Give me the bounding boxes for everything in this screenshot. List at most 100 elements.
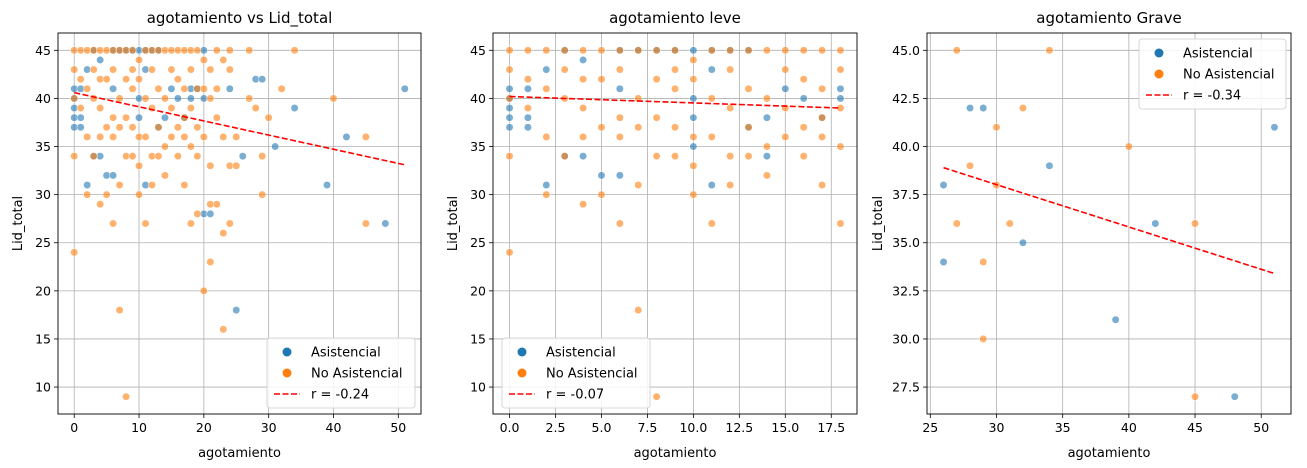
scatter-point [542, 190, 551, 199]
scatter-point [193, 209, 202, 218]
scatter-point [219, 229, 228, 238]
x-tick-label: 25 [922, 420, 938, 435]
scatter-point [109, 65, 118, 74]
scatter-point [979, 258, 988, 266]
scatter-point [652, 392, 661, 401]
series-no-asistencial [70, 46, 370, 401]
scatter-point [615, 84, 624, 93]
scatter-point [206, 65, 215, 74]
scatter-point [135, 55, 143, 64]
scatter-point [173, 94, 182, 103]
y-tick-label: 45.0 [892, 43, 920, 58]
scatter-point [505, 113, 514, 122]
scatter-point [1019, 104, 1027, 112]
scatter-point [836, 65, 845, 74]
scatter-point [135, 113, 143, 122]
x-tick-label: 10 [131, 420, 147, 435]
scatter-point [232, 161, 241, 170]
y-tick-label: 35 [470, 139, 486, 154]
scatter-point [1005, 219, 1014, 228]
scatter-point [102, 190, 111, 199]
scatter-point [173, 75, 182, 84]
x-tick-label: 5.0 [592, 420, 612, 435]
scatter-point [560, 152, 569, 161]
chart-title: agotamiento leve [609, 9, 741, 27]
x-tick-label: 2.5 [546, 420, 566, 435]
scatter-point [70, 248, 79, 257]
scatter-point [154, 123, 163, 132]
x-tick-label: 20 [196, 420, 212, 435]
x-tick-label: 50 [390, 420, 406, 435]
scatter-point [329, 94, 338, 103]
scatter-point [89, 152, 98, 161]
scatter-point [542, 181, 551, 189]
x-tick-label: 45 [1187, 420, 1203, 435]
y-tick-label: 32.5 [892, 283, 920, 298]
scatter-point [615, 132, 624, 141]
scatter-point [979, 335, 988, 343]
scatter-point [505, 84, 514, 93]
scatter-point [83, 132, 92, 141]
scatter-point [232, 306, 241, 315]
legend-box [266, 337, 416, 409]
legend-item-asistencial: Asistencial [1183, 47, 1253, 62]
scatter-point [689, 75, 698, 84]
regression-line [509, 95, 841, 109]
x-axis-label: agotamiento [634, 446, 717, 461]
x-tick-label: 10.0 [679, 420, 707, 435]
scatter-point [597, 190, 606, 199]
scatter-point [225, 46, 234, 55]
scatter-point [762, 113, 771, 122]
scatter-point [122, 113, 131, 122]
scatter-point [689, 190, 698, 199]
scatter-point [219, 132, 228, 141]
scatter-point [1270, 123, 1279, 132]
scatter-point [818, 46, 827, 55]
scatter-point [186, 219, 195, 228]
scatter-point [154, 152, 163, 161]
scatter-point [579, 46, 588, 55]
scatter-point [836, 46, 845, 55]
scatter-point [762, 152, 771, 161]
scatter-point [1191, 392, 1199, 401]
scatter-point [505, 152, 514, 161]
y-tick-label: 40 [35, 91, 51, 106]
legend: Asistencial No Asistencial r = -0.07 [501, 337, 651, 409]
scatter-point [579, 55, 588, 64]
scatter-point [96, 132, 105, 141]
scatter-point [523, 75, 532, 84]
y-tick-label: 27.5 [892, 380, 920, 395]
scatter-point [76, 75, 85, 84]
scatter-point [186, 94, 195, 103]
x-tick-label: 50 [1253, 420, 1269, 435]
scatter-point [966, 104, 974, 112]
scatter-point [128, 152, 137, 161]
scatter-point [652, 75, 661, 84]
scatter-point [597, 75, 606, 84]
scatter-point [781, 65, 790, 74]
y-tick-label: 10 [470, 380, 486, 395]
scatter-point [258, 75, 267, 84]
scatter-point [381, 219, 390, 228]
scatter-point [167, 65, 176, 74]
scatter-point [206, 258, 215, 266]
scatter-point [836, 142, 845, 151]
x-tick-label: 12.5 [725, 420, 753, 435]
scatter-point [579, 104, 588, 112]
y-tick-label: 10 [35, 380, 51, 395]
scatter-point [671, 123, 679, 132]
scatter-point [762, 46, 771, 55]
legend-item-regression: r = -0.07 [546, 388, 604, 403]
scatter-point [744, 152, 753, 161]
scatter-point [689, 46, 698, 55]
scatter-point [76, 104, 85, 112]
scatter-point [290, 104, 299, 112]
scatter-point [542, 46, 551, 55]
scatter-point [115, 123, 124, 132]
scatter-point [523, 123, 532, 132]
scatter-point [264, 113, 273, 122]
chart-title: agotamiento vs Lid_total [147, 9, 333, 28]
scatter-point [109, 113, 118, 122]
scatter-point [1045, 161, 1054, 170]
subplot-1: 0 10 20 30 40 50 10 15 20 25 30 35 40 45 agotamiento v… [11, 9, 422, 461]
